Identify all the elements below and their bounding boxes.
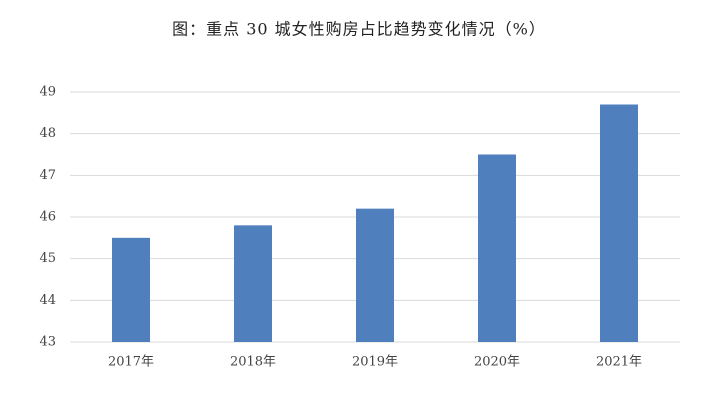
y-tick-label: 44 [39, 293, 56, 308]
chart-title: 图：重点 30 城女性购房占比趋势变化情况（%） [172, 20, 546, 39]
y-tick-label: 49 [39, 85, 56, 100]
y-tick-label: 46 [39, 210, 56, 225]
bar [600, 104, 638, 342]
bar [356, 208, 394, 342]
bar [112, 237, 150, 342]
x-tick-label: 2021年 [596, 355, 642, 370]
x-tick-label: 2017年 [108, 355, 154, 370]
y-tick-label: 43 [39, 335, 56, 350]
bar [234, 225, 272, 342]
bar [478, 154, 516, 342]
x-tick-label: 2018年 [230, 355, 276, 370]
x-tick-label: 2020年 [474, 355, 520, 370]
y-tick-label: 45 [39, 251, 56, 266]
y-tick-label: 48 [39, 126, 56, 141]
y-tick-label: 47 [39, 168, 56, 183]
x-tick-label: 2019年 [352, 355, 398, 370]
